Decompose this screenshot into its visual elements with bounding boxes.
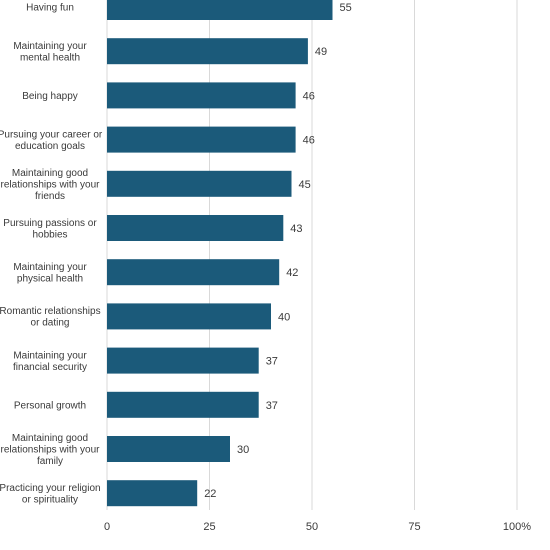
value-label: 40 [278, 311, 290, 323]
category-label: Maintaining your physical health [13, 262, 87, 285]
value-label: 30 [237, 444, 249, 456]
category-label-line: friends [35, 191, 65, 202]
category-label-line: family [37, 456, 63, 467]
bar [107, 170, 292, 197]
category-label-line: physical health [17, 273, 83, 284]
category-label-line: Maintaining good [12, 433, 88, 444]
bar [107, 0, 333, 20]
bars [107, 0, 333, 507]
value-label: 22 [204, 488, 216, 500]
category-label: Maintaining good relationships with your f… [1, 433, 101, 467]
value-label: 37 [266, 400, 278, 412]
category-label-line: Pursuing passions or [3, 218, 97, 229]
value-label: 55 [340, 2, 352, 14]
category-label-line: hobbies [32, 229, 67, 240]
category-label: Pursuing your career or education goals [0, 129, 103, 152]
x-tick-label: 0 [104, 521, 110, 533]
category-label: Having fun [26, 3, 74, 14]
bar [107, 38, 308, 65]
bar [107, 259, 280, 286]
value-label: 37 [266, 356, 278, 368]
x-tick-label: 25 [203, 521, 215, 533]
category-label: Practicing your religion or spirituality [0, 483, 101, 506]
category-label-line: relationships with your [1, 445, 101, 456]
category-label: Maintaining good relationships with your f… [1, 168, 101, 202]
gridlines [106, 0, 518, 510]
x-tick-label: 100% [503, 521, 531, 533]
bar [107, 82, 296, 109]
category-label-line: Pursuing your career or [0, 129, 103, 140]
bar [107, 436, 230, 462]
category-label-line: Practicing your religion [0, 483, 101, 494]
x-axis-ticks: 0 25 50 75 100% [104, 521, 531, 533]
category-label-line: Maintaining your [13, 350, 87, 361]
bar [107, 126, 296, 153]
value-label: 42 [286, 267, 298, 279]
bar [107, 303, 271, 330]
category-label-line: or spirituality [22, 494, 78, 505]
category-label: Pursuing passions or hobbies [3, 218, 97, 241]
category-label: Maintaining your mental health [13, 41, 87, 64]
bar [107, 215, 284, 241]
category-label-line: Being happy [22, 91, 78, 102]
x-tick-label: 75 [408, 521, 420, 533]
category-label-line: financial security [13, 362, 87, 373]
category-label: Romantic relationships or dating [0, 306, 101, 329]
value-label: 45 [299, 179, 311, 191]
value-label: 46 [303, 90, 315, 102]
value-label: 43 [290, 223, 302, 235]
value-labels: 55 49 46 46 45 43 42 40 37 37 30 22 [204, 2, 352, 500]
category-label-line: Maintaining your [13, 41, 87, 52]
category-label: Being happy [22, 91, 78, 102]
category-label-line: education goals [15, 141, 85, 152]
category-label: Maintaining your financial security [13, 350, 87, 373]
category-label: Personal growth [14, 400, 86, 411]
category-label-line: mental health [20, 52, 80, 63]
category-label-line: Having fun [26, 3, 74, 14]
category-label-line: Romantic relationships [0, 306, 101, 317]
value-label: 49 [315, 46, 327, 58]
bar [107, 480, 198, 507]
category-label-line: relationships with your [1, 179, 101, 190]
bar [107, 347, 259, 374]
value-label: 46 [303, 135, 315, 147]
category-label-line: Personal growth [14, 400, 86, 411]
x-tick-label: 50 [306, 521, 318, 533]
category-label-line: Maintaining good [12, 168, 88, 179]
category-label-line: or dating [31, 318, 70, 329]
category-label-line: Maintaining your [13, 262, 87, 273]
bar [107, 391, 259, 418]
